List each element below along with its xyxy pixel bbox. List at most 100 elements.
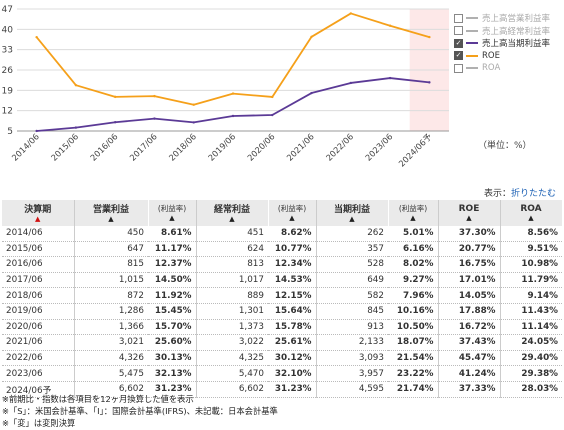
table-cell: 2018/06 [2,287,75,304]
data-point [231,92,235,95]
col-header-net-profit[interactable]: 当期利益 ▲ [316,200,389,226]
col-header-roe[interactable]: ROE ▲ [438,200,501,226]
table-cell: 450 [74,226,148,242]
table-cell: 12.15% [268,287,317,304]
col-header-net-margin[interactable]: (利益率) ▲ [388,200,439,226]
table-row: 2021/06 3,021 25.60% 3,022 25.61% 2,133 18.07%… [2,334,562,351]
table-cell: 913 [316,319,388,336]
legend-checkbox[interactable] [454,63,463,73]
table-cell: 11.43% [500,303,562,320]
legend-item[interactable]: 売上高営業利益率 [454,12,550,25]
table-cell: 3,022 [196,334,268,351]
footnote: ※前期比・指数は各項目を12ヶ月換算した値を表示 [2,394,194,404]
table-cell: 10.16% [388,303,439,320]
table-cell: 5,470 [196,365,268,382]
legend-item[interactable]: ROA [454,62,550,75]
y-tick-label: 47 [2,5,13,15]
legend-swatch [466,17,478,20]
table-cell: 30.13% [148,350,197,367]
col-header-ordinary-profit[interactable]: 経常利益 ▲ [196,200,269,226]
data-point [35,129,38,133]
table-cell: 25.61% [268,334,317,351]
legend-label: 売上高当期利益率 [482,39,551,50]
x-tick-label: 2014/06 [10,131,41,162]
table-cell: 16.72% [438,319,501,336]
legend-label: ROE [482,50,500,61]
table-row: 2023/06 5,475 32.13% 5,470 32.10% 3,957 23.22%… [2,365,562,382]
table-cell: 2022/06 [2,350,75,367]
legend-label: 売上高経常利益率 [482,26,551,37]
fold-link[interactable]: 折りたたむ [510,189,556,199]
table-cell: 17.88% [438,303,501,320]
table-header-row: 決算期 ▲ 営業利益 ▲ (利益率) ▲ 経常利益 ▲ (利益率) ▲ 当期利益 ▲ (利益… [2,200,563,226]
table-cell: 2016/06 [2,256,75,273]
table-cell: 2017/06 [2,272,75,289]
table-cell: 3,093 [316,350,388,367]
col-header-operating-margin[interactable]: (利益率) ▲ [148,200,197,226]
table-cell: 872 [74,287,148,304]
data-point [310,91,313,95]
y-tick-label: 33 [2,46,13,56]
table-cell: 8.61% [148,226,197,242]
table-cell: 29.40% [500,350,562,367]
data-point [74,83,78,87]
table-cell: 23.22% [388,365,439,382]
table-cell: 32.10% [268,365,317,382]
table-cell: 1,286 [74,303,148,320]
table-cell: 20.77% [438,241,501,258]
financial-table: 決算期 ▲ 営業利益 ▲ (利益率) ▲ 経常利益 ▲ (利益率) ▲ 当期利益 ▲ (利益… [2,200,563,398]
table-cell: 4,595 [316,381,388,398]
table-cell: 262 [316,226,388,242]
table-cell: 2015/06 [2,241,75,258]
table-cell: 582 [316,287,388,304]
col-header-ordinary-margin[interactable]: (利益率) ▲ [268,200,317,226]
table-cell: 17.01% [438,272,501,289]
x-tick-label: 2022/06 [324,131,355,162]
table-cell: 37.43% [438,334,501,351]
table-cell: 8.02% [388,256,439,273]
col-header-roa[interactable]: ROA ▲ [500,200,563,226]
table-cell: 9.14% [500,287,562,304]
table-cell: 16.75% [438,256,501,273]
legend-checkbox[interactable]: ✓ [454,38,463,48]
table-row: 2017/06 1,015 14.50% 1,017 14.53% 649 9.27% 17.… [2,272,562,289]
data-point [388,76,392,80]
y-tick-label: 12 [2,107,13,117]
legend-checkbox[interactable] [454,26,463,36]
table-cell: 5,475 [74,365,148,382]
data-point [231,114,235,118]
table-cell: 14.53% [268,272,317,289]
display-label: 表示： [483,189,511,199]
table-row: 2014/06 450 8.61% 451 8.62% 262 5.01% 37.30% 8.5… [2,226,562,242]
table-cell: 647 [74,241,148,258]
data-point [113,95,117,99]
table-cell: 11.14% [500,319,562,336]
footnote: ※「変」は変則決算 [2,418,76,428]
legend-item[interactable]: 売上高経常利益率 [454,25,550,38]
legend-checkbox[interactable] [454,13,463,23]
x-tick-label: 2016/06 [88,131,119,162]
data-point [428,35,431,39]
table-cell: 15.78% [268,319,317,336]
legend-item[interactable]: ✓ 売上高当期利益率 [454,37,550,50]
legend-checkbox[interactable]: ✓ [454,51,463,61]
data-point [388,24,392,27]
x-tick-label: 2019/06 [206,131,237,162]
data-point [74,126,78,129]
data-point [113,121,117,124]
table-cell: 21.54% [388,350,439,367]
unit-label: （単位：%） [478,141,532,151]
table-cell: 2019/06 [2,303,75,320]
table-cell: 2023/06 [2,365,75,382]
table-cell: 2014/06 [2,226,75,242]
col-header-operating-profit[interactable]: 営業利益 ▲ [74,200,149,226]
table-cell: 37.30% [438,226,501,242]
data-point [153,117,156,120]
table-cell: 845 [316,303,388,320]
x-tick-label: 2020/06 [245,131,276,162]
col-header-period[interactable]: 決算期 ▲ [2,200,75,226]
x-tick-label: 2015/06 [49,131,80,162]
table-cell: 1,366 [74,319,148,336]
legend-item[interactable]: ✓ ROE [454,50,550,63]
table-cell: 813 [196,256,268,273]
